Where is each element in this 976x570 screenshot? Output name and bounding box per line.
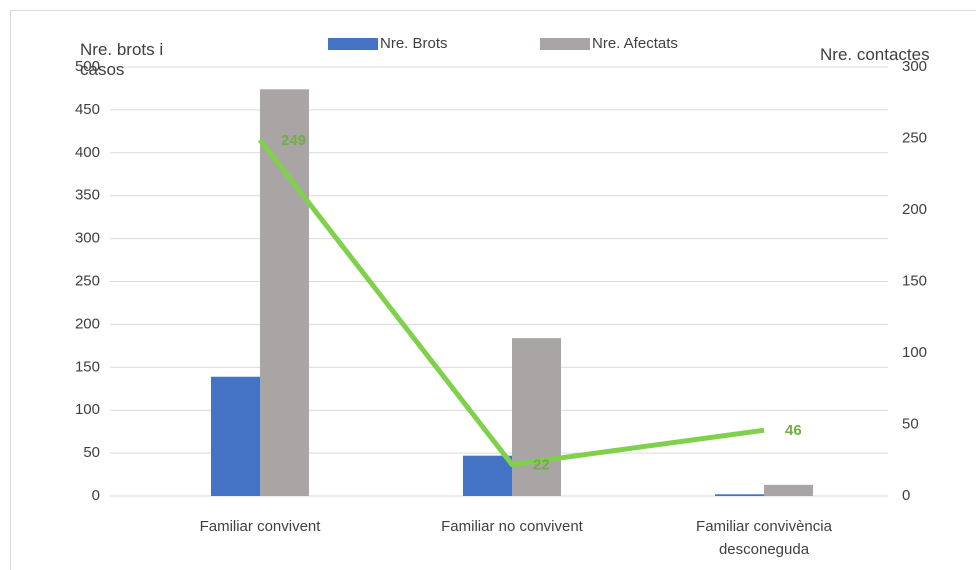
bar [211, 376, 260, 496]
bar [463, 455, 512, 496]
y-tick-label: 0 [92, 487, 100, 504]
y-tick-label: 250 [75, 272, 100, 289]
y-tick-label: 100 [75, 401, 100, 418]
x-tick-label: Familiar convivent [199, 518, 321, 535]
x-tick-label: Familiar no convivent [441, 518, 583, 535]
legend-swatch [328, 38, 378, 50]
y-tick-label: 150 [75, 358, 100, 375]
y2-tick-label: 0 [902, 487, 910, 504]
legend-label: Nre. Afectats [592, 35, 678, 52]
bar [764, 484, 813, 496]
y2-tick-label: 150 [902, 272, 927, 289]
bar [260, 89, 309, 497]
y-tick-label: 50 [83, 444, 100, 461]
y-tick-label: 450 [75, 101, 100, 118]
line [258, 138, 765, 468]
data-label: 249 [281, 132, 306, 149]
frame [10, 10, 976, 570]
y-tick-label: 500 [75, 58, 100, 75]
y-tick-label: 350 [75, 187, 100, 204]
y2-tick-label: 50 [902, 415, 919, 432]
y2-tick-label: 300 [902, 58, 927, 75]
data-label: 46 [785, 422, 802, 439]
y2-tick-label: 100 [902, 344, 927, 361]
y-tick-label: 300 [75, 230, 100, 247]
legend-swatch [540, 38, 590, 50]
y-axis-title: Nre. brots i casos [80, 40, 164, 79]
y2-axis-title: Nre. contactes [820, 45, 930, 64]
y2-tick-label: 200 [902, 201, 927, 218]
y2-tick-label: 250 [902, 129, 927, 146]
bar [512, 338, 561, 496]
y-tick-label: 200 [75, 315, 100, 332]
data-label: 22 [533, 457, 550, 474]
x-tick-label: Familiar convivència desconeguda [696, 518, 832, 558]
bar [715, 494, 764, 496]
y-tick-label: 400 [75, 144, 100, 161]
legend-label: Nre. Brots [380, 35, 448, 52]
